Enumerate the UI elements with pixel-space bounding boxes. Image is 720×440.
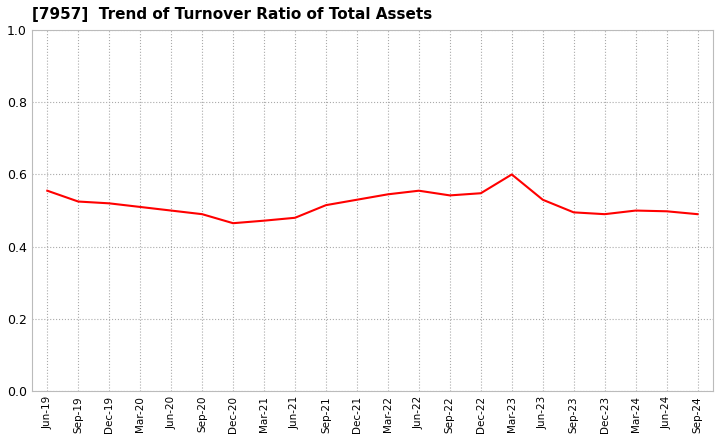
Text: [7957]  Trend of Turnover Ratio of Total Assets: [7957] Trend of Turnover Ratio of Total … (32, 7, 432, 22)
